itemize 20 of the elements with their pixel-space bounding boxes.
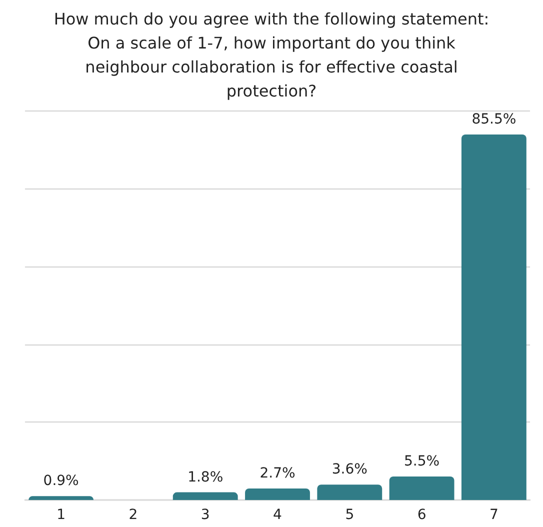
data-label: 85.5% — [472, 112, 516, 128]
data-label: 0.9% — [43, 473, 79, 490]
x-tick-label: 6 — [417, 507, 426, 523]
bar — [245, 488, 310, 500]
x-tick-label: 2 — [128, 507, 138, 523]
bar — [28, 496, 94, 500]
bar — [172, 492, 238, 500]
data-label: 1.8% — [188, 469, 224, 486]
x-tick-label: 3 — [200, 507, 210, 523]
data-label: 5.5% — [404, 453, 440, 470]
bar — [461, 134, 526, 500]
x-tick-label: 4 — [273, 507, 282, 523]
x-tick-label: 1 — [56, 507, 66, 523]
data-label: 2.7% — [260, 465, 296, 482]
bar — [317, 484, 382, 500]
bar — [389, 476, 454, 500]
x-tick-label: 7 — [489, 507, 498, 523]
chart-title: How much do you agree with the following statement: On a scale of 1-7, how important do you think neighbour collaboration is for effective coastal protection? — [54, 10, 490, 100]
x-tick-label: 5 — [345, 507, 354, 523]
data-label: 3.6% — [332, 462, 368, 478]
